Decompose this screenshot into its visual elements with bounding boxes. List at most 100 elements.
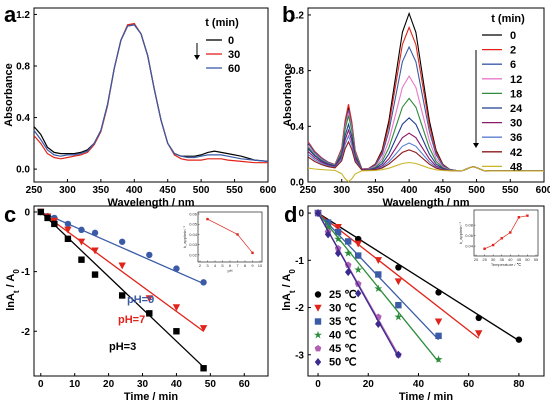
- x-tick-label: 20: [363, 379, 375, 390]
- data-point: [434, 355, 443, 363]
- y-tick-label: -2: [295, 303, 304, 314]
- x-tick-label: 30: [137, 379, 149, 390]
- data-point: [475, 314, 482, 322]
- legend-marker: [314, 291, 322, 298]
- data-point: [200, 365, 207, 372]
- x-tick-label: 600: [536, 185, 550, 196]
- y-tick-label: 0: [24, 207, 30, 218]
- inset-x-tick-label: 25: [482, 257, 487, 262]
- legend-label: 0: [228, 35, 234, 47]
- inset-point: [206, 217, 209, 221]
- y-tick-label: 0.8: [16, 62, 30, 73]
- data-point: [146, 310, 153, 317]
- legend-label: 30: [228, 49, 240, 61]
- inset-x-tick-label: 55: [534, 257, 539, 262]
- inset-point: [251, 251, 254, 255]
- data-point: [91, 229, 99, 237]
- series-label: pH=3: [109, 341, 136, 353]
- y-axis-label-part: 0: [288, 269, 297, 274]
- inset-point: [236, 233, 239, 236]
- inset-y-tick-label: 0.04: [189, 232, 198, 237]
- data-point: [173, 328, 180, 335]
- legend-label: 40 ℃: [329, 330, 357, 342]
- data-point: [334, 224, 342, 231]
- legend-label: 30 ℃: [329, 303, 357, 315]
- data-point: [118, 238, 126, 245]
- series-label: pH=9: [127, 294, 154, 306]
- y-axis-label-part: lnA: [5, 293, 17, 311]
- inset-x-tick-label: 4: [214, 263, 217, 268]
- legend-label: 60: [228, 63, 240, 75]
- panel-letter-d: d: [284, 202, 297, 227]
- inset-point: [526, 214, 529, 217]
- legend-label: 50 ℃: [329, 357, 357, 369]
- y-tick-label: -3: [295, 350, 304, 361]
- inset-x-tick-label: 8: [244, 263, 247, 268]
- inset-x-tick-label: 50: [525, 257, 530, 262]
- plot-frame: [33, 7, 269, 183]
- data-point: [78, 256, 85, 263]
- y-tick-label: 0.4: [16, 113, 30, 124]
- legend-label: 48: [510, 161, 522, 173]
- legend-label: 42: [510, 147, 522, 159]
- x-tick-label: 0: [38, 379, 44, 390]
- series-line-48: [307, 161, 544, 183]
- data-point: [334, 249, 342, 258]
- inset-x-tick-label: 5: [221, 263, 224, 268]
- plot-frame: [307, 205, 545, 377]
- y-axis-label: lnAt / A0: [281, 269, 297, 311]
- legend-marker: [314, 304, 322, 312]
- data-point: [37, 208, 44, 216]
- down-arrow-head-icon: [473, 143, 479, 148]
- x-tick-label: 40: [171, 379, 183, 390]
- legend-label: 12: [510, 74, 522, 86]
- panel-letter-c: c: [4, 202, 16, 227]
- data-point: [394, 278, 403, 286]
- data-point: [77, 238, 86, 246]
- data-point: [118, 292, 126, 299]
- data-point: [314, 209, 322, 218]
- y-axis-label: lnAt / A0: [5, 269, 21, 311]
- data-point: [344, 238, 352, 245]
- data-point: [394, 312, 403, 321]
- data-point: [355, 252, 362, 259]
- x-tick-label: 450: [435, 185, 452, 196]
- data-point: [44, 214, 51, 222]
- legend-label: 18: [510, 88, 522, 100]
- fit-line: [317, 212, 399, 358]
- y-axis-label-part: / A: [281, 274, 293, 291]
- inset-point: [500, 237, 503, 240]
- x-tick-label: 20: [103, 379, 115, 390]
- inset-x-tick-label: 45: [517, 257, 522, 262]
- data-point: [91, 271, 99, 278]
- x-tick-label: 0: [315, 379, 321, 390]
- data-point: [435, 332, 442, 340]
- inset-x-tick-label: 7: [236, 263, 239, 268]
- inset-x-axis-label: pH: [227, 268, 232, 273]
- legend-marker: [314, 318, 322, 325]
- data-point: [324, 223, 333, 231]
- y-tick-label: 0.4: [290, 122, 304, 133]
- inset-x-tick-label: 30: [491, 257, 496, 262]
- series-label: pH=7: [118, 314, 145, 326]
- inset-x-axis-label: Temperature / ℃: [491, 262, 522, 267]
- y-tick-label: 0.0: [16, 165, 30, 176]
- fit-line: [317, 212, 480, 339]
- x-tick-label: 300: [333, 185, 350, 196]
- x-tick-label: 250: [26, 185, 43, 196]
- inset-x-tick-label: 35: [499, 257, 504, 262]
- x-tick-label: 40: [413, 379, 425, 390]
- legend-marker: [314, 330, 322, 339]
- y-tick-label: 0: [298, 209, 304, 220]
- y-tick-label: -1: [21, 267, 30, 278]
- y-axis-label-part: lnA: [281, 293, 293, 311]
- data-point: [145, 295, 154, 303]
- legend-label: 2: [510, 45, 516, 57]
- inset-point: [483, 247, 486, 250]
- data-point: [200, 279, 207, 286]
- data-point: [199, 325, 208, 332]
- data-point: [172, 304, 181, 312]
